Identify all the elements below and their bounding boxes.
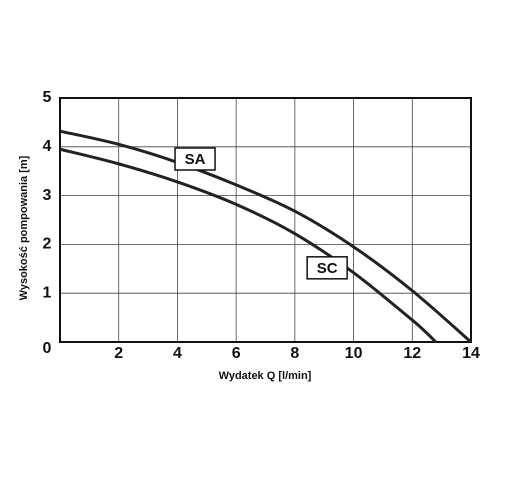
y-tick-label: 2 <box>43 236 52 253</box>
x-tick-label: 2 <box>114 345 123 362</box>
x-tick-label: 14 <box>462 345 480 362</box>
y-tick-label: 0 <box>43 340 52 357</box>
y-tick-label: 4 <box>43 138 52 155</box>
y-tick-label: 3 <box>43 187 52 204</box>
x-tick-label: 8 <box>290 345 299 362</box>
y-axis-label: Wysokość pompowania [m] <box>18 155 30 300</box>
x-tick-label: 4 <box>173 345 182 362</box>
legend-label: SC <box>317 260 338 277</box>
y-tick-label: 5 <box>43 89 52 106</box>
x-tick-label: 12 <box>403 345 421 362</box>
curve <box>59 129 472 344</box>
x-tick-label: 10 <box>345 345 363 362</box>
x-tick-label: 6 <box>232 345 241 362</box>
curve <box>59 147 437 344</box>
y-tick-label: 1 <box>43 284 52 301</box>
plot-frame <box>59 97 472 343</box>
legend-box <box>174 147 216 171</box>
curve-end <box>434 341 437 343</box>
legend-label: SA <box>185 151 206 168</box>
legend-box <box>306 256 348 280</box>
x-axis-label: Wydatek Q [l/min] <box>219 370 312 382</box>
